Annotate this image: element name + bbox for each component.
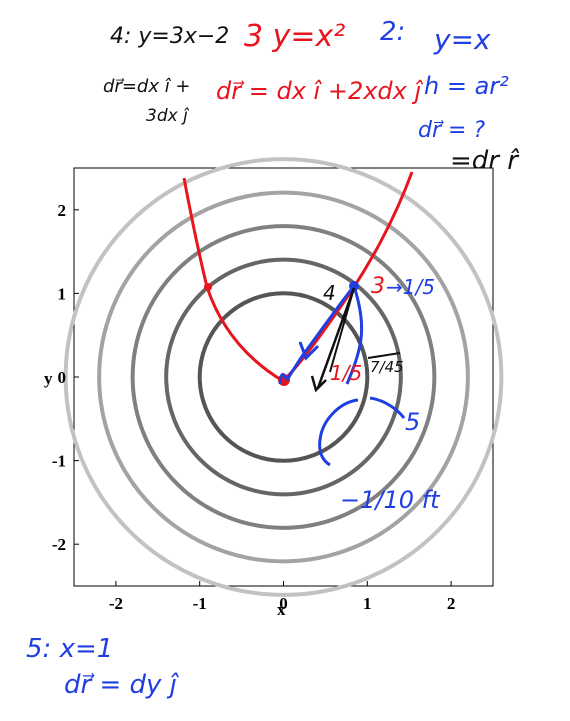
note-line-5-equation: 5: x=1 (26, 634, 113, 664)
note-line-4-dr-cont: 3dx ĵ (146, 106, 190, 126)
note-line-2-number: 2: (380, 17, 405, 47)
note-line-2-equation: y=x (433, 23, 491, 56)
blue-path-to-origin (278, 373, 289, 385)
y-tick-label: 1 (58, 284, 67, 303)
contour-ring-5 (63, 157, 504, 597)
black-fraction-bar (367, 352, 401, 359)
note-line-5-dr: dr⃗ = dy ĵ (64, 670, 180, 700)
annot-one-fifth-red: 1/5 (330, 361, 362, 385)
notes-top: 4: y=3x−2 dr⃗=dx î + 3dx ĵ 3 y=x² dr⃗ = … (103, 17, 520, 176)
annot-one-fifth-blue: →1/5 (386, 275, 435, 299)
x-tick-label: 2 (447, 594, 456, 613)
y-tick-label: -1 (52, 452, 66, 471)
x-tick-label: -1 (193, 594, 207, 613)
x-tick-label: 0 (279, 594, 288, 613)
axis-tick-labels: -2 -1 0 1 2 -2 -1 0 1 2 (52, 201, 456, 613)
annot-seven-45: 7/45 (370, 358, 404, 376)
y-tick-label: -2 (52, 535, 66, 554)
blue-arrowhead (298, 341, 320, 361)
annot-3: 3 (371, 274, 385, 299)
note-curve-3-equation: 3 y=x² (244, 19, 345, 54)
contour-rings (63, 157, 504, 597)
annot-5: 5 (405, 408, 420, 436)
note-h-equation: h = ar² (424, 72, 509, 100)
red-point-marker (204, 283, 212, 291)
annot-4: 4 (323, 281, 336, 305)
y-tick-label: 2 (58, 201, 67, 220)
contour-ring-1 (197, 291, 370, 463)
y-tick-label: 0 (58, 368, 67, 387)
blue-bracket-curve (318, 396, 406, 467)
black-vector-1-head (310, 375, 327, 393)
blue-vertical-curve (345, 285, 364, 385)
note-line-4-dr: dr⃗=dx î + (103, 76, 191, 97)
contour-ring-3 (130, 224, 437, 530)
x-axis-label: x (277, 600, 286, 619)
x-tick-label: -2 (109, 594, 123, 613)
contour-plot: -2 -1 0 1 2 -2 -1 0 1 2 x y (44, 157, 504, 619)
contour-ring-2 (164, 257, 403, 497)
note-dr-question: dr⃗ = ? (418, 118, 485, 143)
x-tick-label: 1 (363, 594, 372, 613)
y-axis-label: y (44, 369, 53, 388)
black-vector-1 (316, 287, 356, 389)
black-vector-2 (329, 287, 355, 373)
annot-tenth-ft: −1/10 ft (340, 486, 441, 514)
note-curve-3-dr: dr⃗ = dx î +2xdx ĵ (216, 77, 423, 105)
contour-ring-4 (97, 190, 470, 564)
note-line-4-equation: 4: y=3x−2 (110, 24, 229, 49)
axis-ticks (74, 209, 452, 586)
